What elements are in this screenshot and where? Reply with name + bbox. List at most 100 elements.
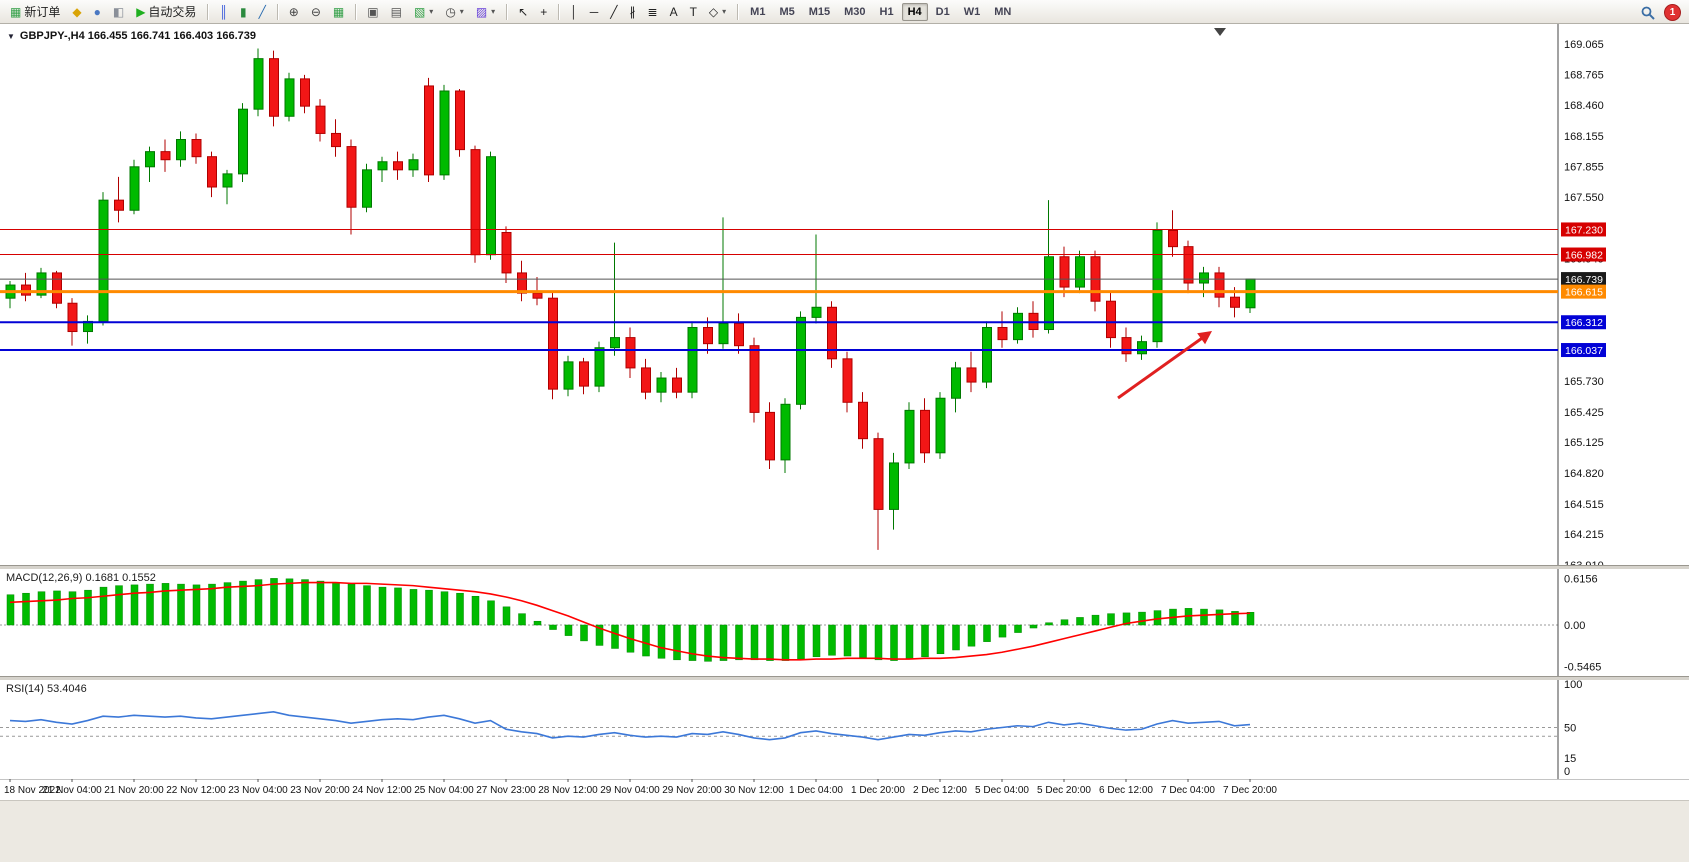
- zoom-out-icon[interactable]: ⊖: [306, 1, 326, 23]
- time-axis[interactable]: 18 Nov 2022 21 Nov 04:00 21 Nov 20:00 22 No…: [0, 779, 1689, 800]
- fibonacci-icon[interactable]: ≣: [643, 1, 663, 23]
- profiles-icon-icon: ◷: [445, 4, 456, 19]
- timeframe-d1[interactable]: D1: [935, 5, 950, 18]
- toolbar-separator: [737, 3, 739, 20]
- time-axis-label: 2 Dec 12:00: [913, 785, 967, 796]
- timeframe-w1[interactable]: W1: [963, 5, 981, 18]
- chart-title: ▼ GBPJPY-,H4 166.455 166.741 166.403 166…: [7, 30, 256, 42]
- terminal-icon[interactable]: ◧: [108, 1, 129, 23]
- text-icon[interactable]: A: [665, 1, 683, 23]
- price-tag-text: 166.615: [1565, 287, 1603, 299]
- new-chart-icon-icon: ▧: [413, 4, 426, 19]
- price-axis-label: 169.065: [1564, 39, 1604, 51]
- profiles-icon[interactable]: ◷ ▾: [440, 1, 469, 23]
- text-label-icon[interactable]: T: [685, 1, 702, 23]
- time-axis-label: 30 Nov 12:00: [724, 785, 784, 796]
- timeframe-mn[interactable]: MN: [994, 5, 1012, 18]
- time-axis-label: 29 Nov 04:00: [600, 785, 660, 796]
- window-background: [0, 800, 1689, 862]
- templates-icon[interactable]: ▨ ▾: [471, 1, 500, 23]
- rsi-canvas[interactable]: 100 50 150: [0, 680, 1689, 779]
- market-watch-icon[interactable]: ◆: [67, 1, 86, 23]
- rsi-line: [9, 711, 1251, 741]
- time-axis-label: 5 Dec 20:00: [1037, 785, 1091, 796]
- price-tag-text: 166.312: [1565, 317, 1603, 329]
- profiles-icon-dropdown-icon[interactable]: ▾: [459, 7, 464, 16]
- channel-icon-icon: ∦: [629, 4, 636, 19]
- auto-scroll-icon[interactable]: ▣: [362, 1, 383, 23]
- cursor-icon[interactable]: ↖: [513, 1, 533, 23]
- zoom-out-icon-icon: ⊖: [310, 4, 321, 19]
- price-axis-label: 168.155: [1564, 131, 1604, 143]
- trendline-icon[interactable]: ╱: [605, 1, 622, 23]
- notification-badge[interactable]: 1: [1664, 4, 1681, 21]
- toolbar-right-group: 1: [1640, 4, 1685, 21]
- zoom-in-icon[interactable]: ⊕: [284, 1, 304, 23]
- autotrading-button-label: 自动交易: [148, 5, 197, 19]
- chart-shift-marker-icon[interactable]: [1214, 28, 1226, 36]
- timeframe-m5[interactable]: M5: [779, 5, 795, 18]
- new-order-button[interactable]: ▦ 新订单: [5, 1, 65, 23]
- price-axis-label: 167.855: [1564, 161, 1604, 173]
- time-axis-label: 23 Nov 04:00: [228, 785, 288, 796]
- autotrading-button[interactable]: ▶ 自动交易: [131, 1, 201, 23]
- toolbar-separator: [207, 3, 209, 20]
- notification-count: 1: [1669, 7, 1676, 18]
- chart-collapse-icon[interactable]: ▼: [7, 31, 15, 41]
- main-chart-pane: 169.065 168.765 168.460 168.155 167.855 167.5…: [0, 24, 1689, 566]
- macd-canvas[interactable]: 0.6156 0.00 -0.5465: [0, 569, 1689, 677]
- vertical-line-icon[interactable]: │: [565, 1, 583, 23]
- price-tag-166.037: [1561, 343, 1606, 358]
- new-chart-icon-dropdown-icon[interactable]: ▾: [429, 7, 434, 16]
- text-icon-icon: A: [669, 4, 678, 19]
- macd-signal-line: [9, 581, 1251, 661]
- line-chart-icon[interactable]: ╱: [254, 1, 271, 23]
- bar-chart-icon-icon: ║: [219, 4, 228, 19]
- price-tag-166.739: [1561, 272, 1606, 287]
- timeframe-h1[interactable]: H1: [879, 5, 894, 18]
- price-axis-label: 165.425: [1564, 407, 1604, 419]
- time-axis-label: 18 Nov 2022: [4, 785, 61, 796]
- horizontal-line-icon[interactable]: ─: [585, 1, 604, 23]
- rsi-pane: 100 50 15 0: [0, 680, 1689, 779]
- price-tag-text: 166.037: [1565, 345, 1603, 357]
- vertical-line-icon-icon: │: [570, 4, 578, 19]
- timeframe-h4[interactable]: H4: [901, 2, 928, 21]
- price-axis-label: 165.125: [1564, 437, 1604, 449]
- search-icon[interactable]: [1640, 5, 1656, 21]
- macd-pane: 0.6156 0.00 -0.5465: [0, 569, 1689, 677]
- timeframe-m30[interactable]: M30: [844, 5, 866, 18]
- arrow-annotation[interactable]: [1117, 335, 1206, 400]
- bar-chart-icon[interactable]: ║: [214, 1, 233, 23]
- timeframe-m15[interactable]: M15: [808, 5, 831, 18]
- chart-shift-icon[interactable]: ▤: [386, 1, 407, 23]
- arrow-head-icon: [1197, 331, 1212, 345]
- time-axis-label: 23 Nov 20:00: [290, 785, 350, 796]
- price-tag-166.982: [1561, 247, 1606, 262]
- time-axis-label: 6 Dec 12:00: [1099, 785, 1153, 796]
- trendline-icon-icon: ╱: [610, 4, 618, 19]
- toolbar-separator: [558, 3, 560, 20]
- time-axis-label: 1 Dec 04:00: [789, 785, 843, 796]
- shapes-icon-dropdown-icon[interactable]: ▾: [722, 7, 727, 16]
- data-window-icon[interactable]: ●: [89, 1, 106, 23]
- timeframe-m1[interactable]: M1: [750, 5, 766, 18]
- templates-icon-icon: ▨: [475, 4, 488, 19]
- time-axis-label: 21 Nov 04:00: [42, 785, 102, 796]
- tile-windows-icon[interactable]: ▦: [328, 1, 349, 23]
- crosshair-icon[interactable]: +: [535, 1, 552, 23]
- price-axis-label: 167.550: [1564, 192, 1604, 204]
- macd-axis-label: 0.6156: [1564, 573, 1598, 585]
- shapes-icon[interactable]: ◇ ▾: [704, 1, 731, 23]
- data-window-icon-icon: ●: [93, 4, 101, 19]
- main-chart-canvas[interactable]: 169.065 168.765 168.460 168.155 167.855 167.5…: [0, 24, 1689, 566]
- line-chart-icon-icon: ╱: [258, 4, 266, 19]
- toolbar-separator: [276, 3, 278, 20]
- new-chart-icon[interactable]: ▧ ▾: [409, 1, 438, 23]
- channel-icon[interactable]: ∦: [625, 1, 641, 23]
- rsi-axis-label: 50: [1564, 723, 1576, 735]
- templates-icon-dropdown-icon[interactable]: ▾: [491, 7, 496, 16]
- candlestick-chart-icon[interactable]: ▮: [235, 1, 252, 23]
- autotrading-icon: ▶: [136, 4, 146, 19]
